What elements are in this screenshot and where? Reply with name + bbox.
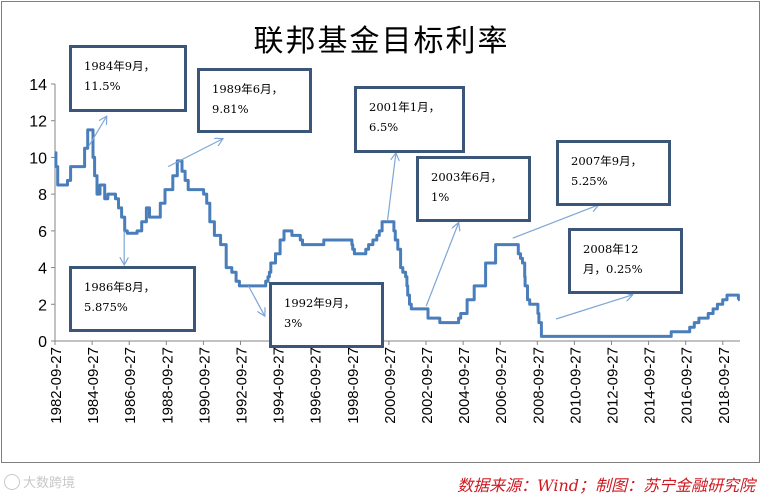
annotation-2007-value: 5.25% (571, 174, 608, 188)
annotation-1986-date: 1986年8月， (84, 280, 156, 294)
y-tick-label: 6 (38, 224, 47, 241)
x-tick-label: 2002-09-27 (419, 347, 436, 424)
annotation-2007: 2007年9月， 5.25% (556, 140, 671, 206)
x-tick-label: 2004-09-27 (456, 347, 473, 424)
annotation-1992: 1992年9月， 3% (269, 282, 384, 348)
annotation-1986: 1986年8月， 5.875% (69, 266, 196, 332)
annotation-1989-date: 1989年6月， (212, 82, 284, 96)
annotation-2007-date: 2007年9月， (571, 154, 643, 168)
watermark-text: 大数跨境 (23, 476, 76, 491)
x-tick-label: 2010-09-27 (567, 347, 584, 424)
annotation-1984: 1984年9月， 11.5% (69, 45, 187, 112)
y-tick-label: 4 (38, 261, 47, 278)
annotation-1992-value: 3% (284, 316, 303, 330)
watermark: 大数跨境 (4, 472, 75, 491)
annotation-2001: 2001年1月， 6.5% (354, 86, 465, 153)
y-tick-label: 8 (38, 187, 47, 204)
source-note: 数据来源：Wind；制图：苏宁金融研究院 (457, 476, 755, 495)
annotation-arrow (387, 154, 396, 220)
y-tick-label: 0 (38, 334, 47, 351)
y-tick-label: 14 (29, 77, 47, 94)
annotation-arrow (555, 295, 632, 320)
annotation-2008: 2008年12 月，0.25% (568, 228, 683, 294)
annotation-arrow (88, 117, 107, 147)
y-tick-label: 12 (29, 114, 47, 131)
annotation-2003-date: 2003年6月， (431, 170, 503, 184)
x-tick-label: 2018-09-27 (716, 347, 733, 424)
x-tick-label: 2014-09-27 (642, 347, 659, 424)
annotation-2003-value: 1% (431, 190, 450, 204)
annotation-arrow (512, 205, 598, 239)
y-tick-label: 2 (38, 297, 47, 314)
annotation-1984-date: 1984年9月， (84, 59, 156, 73)
annotation-2001-value: 6.5% (369, 120, 399, 134)
x-tick-label: 1990-09-27 (196, 347, 213, 424)
series-line (54, 128, 740, 338)
annotation-arrow (167, 139, 222, 168)
x-tick-label: 1996-09-27 (308, 347, 325, 424)
y-tick-label: 10 (29, 150, 47, 167)
chart-title: 联邦基金目标利率 (253, 24, 510, 59)
x-tick-label: 2008-09-27 (530, 347, 547, 424)
x-tick-label: 1984-09-27 (85, 347, 102, 424)
annotation-arrow (247, 285, 264, 315)
x-tick-label: 1986-09-27 (122, 347, 139, 424)
x-tick-label: 1988-09-27 (159, 347, 176, 424)
x-tick-label: 2006-09-27 (493, 347, 510, 424)
x-tick-label: 2000-09-27 (382, 347, 399, 424)
annotation-1992-date: 1992年9月， (284, 296, 356, 310)
annotation-1986-value: 5.875% (84, 300, 128, 314)
x-tick-label: 1982-09-27 (48, 347, 65, 424)
annotation-2003: 2003年6月， 1% (416, 156, 531, 222)
x-tick-label: 2012-09-27 (605, 347, 622, 424)
x-tick-label: 1994-09-27 (271, 347, 288, 424)
x-tick-label: 2016-09-27 (679, 347, 696, 424)
annotation-2008-value: 月，0.25% (583, 262, 643, 276)
annotation-arrow (425, 224, 458, 307)
watermark-logo-icon (4, 474, 20, 490)
annotation-1984-value: 11.5% (84, 79, 121, 93)
x-tick-label: 1998-09-27 (345, 347, 362, 424)
x-tick-label: 1992-09-27 (234, 347, 251, 424)
annotation-2001-date: 2001年1月， (369, 100, 441, 114)
annotation-2008-date: 2008年12 (583, 242, 639, 256)
annotation-1989: 1989年6月， 9.81% (197, 68, 312, 133)
annotation-1989-value: 9.81% (212, 102, 249, 116)
